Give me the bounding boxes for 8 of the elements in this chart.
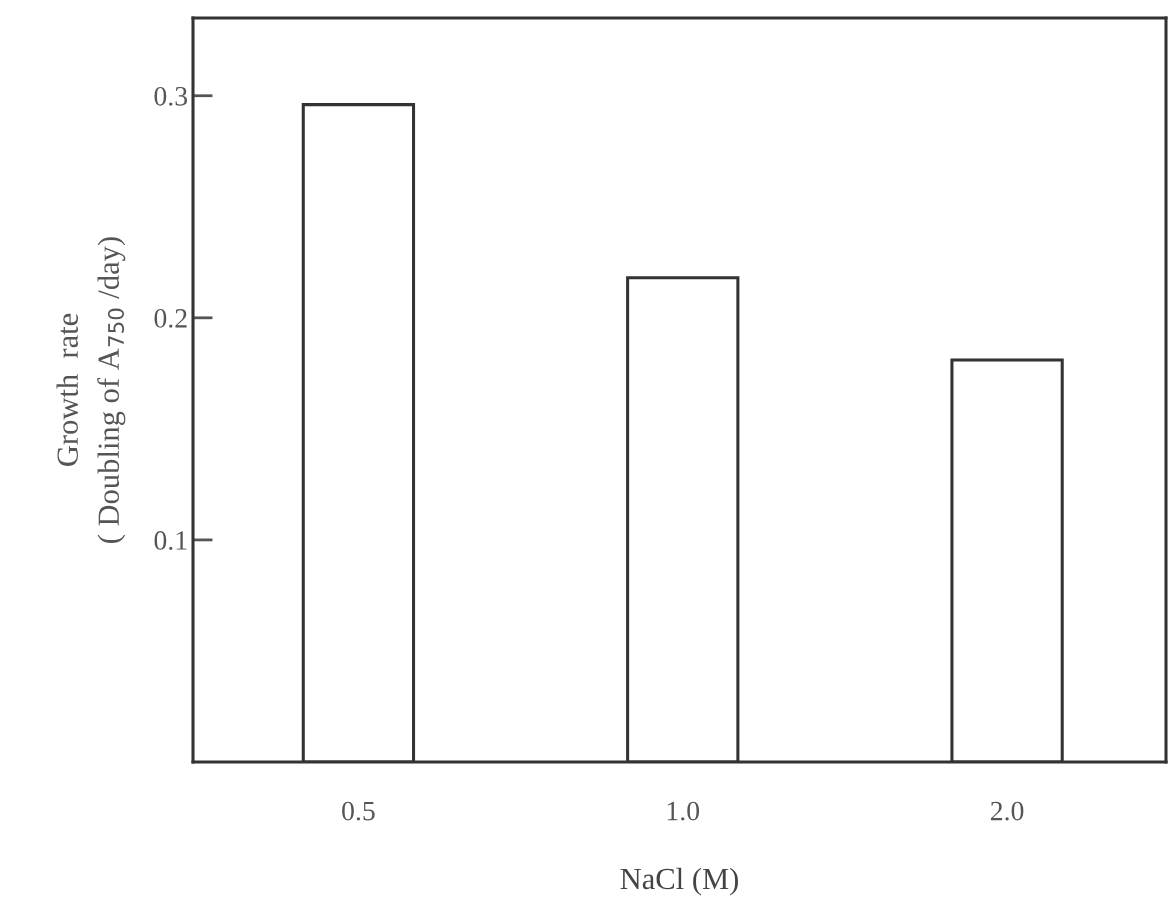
y-axis-title: Growth rate ( Doubling of A$_{750}$ /day) — [56, 237, 126, 543]
y-tick-label: 0.1 — [154, 531, 187, 550]
x-axis-title: NaCl (M) — [620, 867, 738, 896]
x-tick-label: 0.5 — [342, 801, 375, 821]
y-tick-label: 0.3 — [154, 86, 188, 106]
y-tick-label: 0.2 — [154, 308, 187, 328]
x-tick-label: 2.0 — [990, 801, 1024, 821]
x-tick-label: 1.0 — [667, 801, 700, 821]
